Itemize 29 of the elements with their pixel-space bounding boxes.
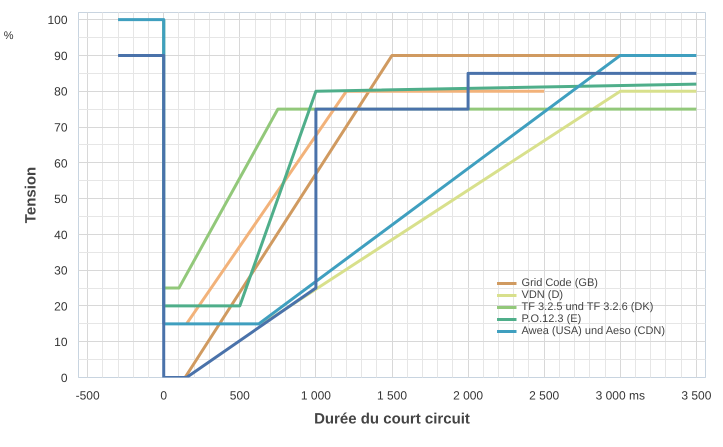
x-tick-label: 3 000 ms: [596, 388, 645, 402]
y-tick-label: 90: [54, 48, 68, 63]
y-axis-title: Tension: [22, 166, 40, 224]
x-tick-label: -500: [76, 388, 100, 402]
legend-label: P.O.12.3 (E): [522, 313, 582, 325]
y-tick-label: 50: [54, 192, 68, 206]
x-tick-label: 2 000: [453, 388, 484, 402]
y-tick-label: 60: [54, 156, 68, 170]
x-tick-label: 1 500: [376, 388, 408, 402]
y-tick-label: 20: [54, 299, 68, 314]
x-axis-title: Durée du court circuit: [314, 410, 470, 428]
x-tick-label: 500: [230, 388, 250, 402]
legend-label: Awea (USA) und Aeso (CDN): [522, 325, 665, 337]
legend-label: Grid Code (GB): [522, 277, 598, 289]
y-tick-label: 80: [54, 84, 68, 99]
line-series: [116, 54, 698, 378]
y-tick-label: 0: [60, 371, 68, 385]
y-tick-label: 30: [54, 264, 68, 278]
y-tick-label: 100: [47, 13, 68, 28]
x-tick-label: 3 500: [681, 388, 712, 402]
x-tick-label: 1 000: [300, 388, 332, 402]
x-tick-label: 0: [160, 388, 168, 402]
legend-label: TF 3.2.5 und TF 3.2.6 (DK): [522, 301, 654, 313]
legend-label: VDN (D): [522, 289, 564, 301]
y-tick-label: 70: [54, 120, 68, 135]
y-tick-label: 10: [54, 335, 68, 350]
text: %: [4, 30, 14, 42]
x-tick-label: 2 500: [529, 388, 560, 402]
y-tick-label: 40: [54, 228, 68, 242]
